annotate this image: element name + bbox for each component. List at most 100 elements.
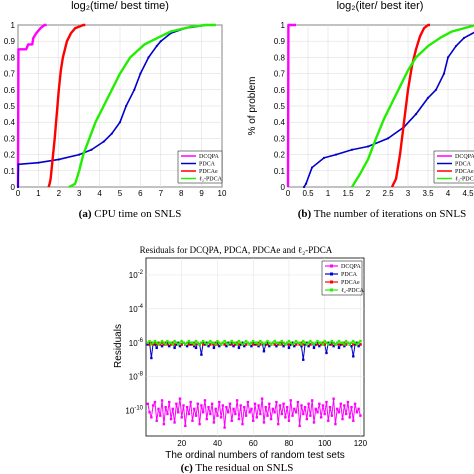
panel-c-point-DCQPA — [180, 416, 183, 419]
panel-c-point-l2PDCA — [298, 341, 301, 344]
panel-c-point-PDCAe — [257, 341, 260, 344]
panel-c-point-l2PDCA — [312, 343, 316, 346]
panel-b-ytick-label: 0.8 — [274, 53, 286, 62]
panel-c-point-PDCAe — [352, 343, 355, 346]
panel-a-ytick-label: 0.1 — [4, 167, 16, 176]
panel-c-point-PDCA — [307, 344, 310, 348]
panel-a-point-PDCA — [37, 161, 40, 164]
panel-c-point-l2PDCA — [352, 339, 355, 343]
panel-c-point-DCQPA — [289, 399, 292, 402]
panel-c-point-PDCAe — [323, 343, 326, 346]
panel-c-point-DCQPA — [293, 407, 296, 411]
panel-c-point-DCQPA — [182, 404, 185, 407]
panel-b-point-PDCA — [386, 137, 390, 140]
panel-c-point-DCQPA — [200, 404, 203, 407]
panel-a-xtick-label: 3 — [77, 189, 82, 198]
panel-c-point-l2PDCA — [219, 343, 223, 346]
panel-c-point-PDCA — [166, 341, 169, 344]
panel-c-point-DCQPA — [207, 405, 210, 409]
panel-c-point-DCQPA — [146, 402, 149, 405]
panel-b-point-PDCA — [302, 185, 306, 189]
panel-c-point-PDCA — [350, 344, 353, 348]
panel-a-ytick-label: 0.9 — [4, 37, 16, 46]
panel-c-point-PDCAe — [252, 343, 255, 346]
panel-c-point-DCQPA — [176, 411, 180, 414]
panel-c-point-PDCA — [207, 344, 210, 348]
panel-c-point-DCQPA — [253, 402, 257, 405]
panel-a-point-PDCA — [125, 104, 128, 108]
panel-b-point-PDCA — [462, 36, 466, 40]
panel-c-point-PDCA — [155, 346, 158, 350]
panel-c-point-DCQPA — [189, 400, 192, 404]
panel-c-point-DCQPA — [352, 419, 355, 422]
panel-c-point-l2PDCA — [235, 343, 239, 346]
panel-c-point-DCQPA — [191, 419, 194, 422]
panel-c-point-PDCA — [330, 341, 334, 344]
panel-c-point-DCQPA — [239, 404, 242, 407]
panel-c-legend-label-l2PDCA: ℓ₂-PDCA — [341, 288, 365, 294]
panel-c-point-PDCA — [218, 344, 221, 348]
panel-c-point-l2PDCA — [334, 343, 337, 346]
panel-b-ytick-label: 0.6 — [274, 86, 286, 95]
panel-c-point-PDCA — [262, 350, 266, 353]
panel-c-point-PDCAe — [294, 343, 298, 346]
panel-c-legend-label-DCQPA: DCQPA — [341, 264, 361, 270]
panel-c-caption-letter: (c) — [181, 462, 194, 474]
panel-c-point-DCQPA — [214, 407, 217, 411]
panel-a-point-PDCA — [78, 153, 81, 156]
panel-b-point-PDCA — [442, 72, 446, 75]
panel-b-ytick-label: 0.5 — [274, 102, 286, 111]
panel-a-top-label: log₂(time/ best time) — [71, 0, 169, 12]
panel-b-caption-text: The number of iterations on SNLS — [311, 208, 466, 220]
panel-c-point-l2PDCA — [209, 339, 212, 343]
panel-c-point-DCQPA — [178, 397, 182, 400]
panel-a-ytick-label: 0.7 — [4, 70, 16, 79]
panel-c-point-l2PDCA — [319, 341, 323, 344]
panel-c-caption-text: The residual on SNLS — [193, 462, 294, 474]
panel-a-point-PDCA — [57, 158, 60, 161]
panel-c-point-DCQPA — [150, 416, 153, 419]
panel-c-point-DCQPA — [187, 412, 191, 416]
panel-c-ytick-label: 10-6 — [129, 338, 144, 348]
panel-c-point-PDCA — [337, 346, 341, 350]
panel-c-point-DCQPA — [164, 405, 167, 409]
panel-c-point-DCQPA — [216, 414, 219, 417]
panel-c-point-DCQPA — [268, 402, 271, 405]
panel-c-point-l2PDCA — [332, 341, 335, 344]
panel-b-legend-label-DCQPA: DCQPA — [455, 154, 474, 160]
panel-c-point-PDCAe — [191, 343, 194, 346]
panel-c-point-PDCA — [173, 346, 176, 350]
panel-c-point-DCQPA — [303, 405, 307, 409]
panel-c-point-DCQPA — [159, 414, 162, 417]
panel-c-point-PDCAe — [316, 343, 319, 346]
panel-b-point-PDCA — [426, 96, 430, 99]
panel-c-point-PDCA — [339, 343, 342, 346]
panel-c-point-PDCAe — [173, 343, 176, 346]
panel-c-point-PDCA — [226, 341, 230, 344]
panel-a-caption-letter: (a) — [79, 208, 92, 220]
panel-a-xtick-label: 8 — [179, 189, 184, 198]
panel-c-point-DCQPA — [280, 412, 284, 416]
panel-c-point-PDCA — [314, 343, 317, 346]
panel-c-point-DCQPA — [201, 411, 205, 414]
panel-c-point-l2PDCA — [151, 341, 155, 344]
panel-c-point-l2PDCA — [191, 341, 194, 344]
panel-c-point-l2PDCA — [353, 341, 357, 344]
panel-c-point-PDCA — [205, 341, 208, 344]
panel-c-point-PDCA — [289, 343, 292, 346]
panel-c-point-l2PDCA — [282, 341, 285, 344]
panel-c-ylabel: Residuals — [113, 324, 124, 368]
panel-c-point-DCQPA — [285, 405, 289, 409]
panel-c-point-l2PDCA — [344, 339, 348, 343]
panel-c-point-DCQPA — [218, 400, 221, 404]
panel-c-point-DCQPA — [328, 405, 332, 409]
panel-c-point-DCQPA — [244, 414, 248, 417]
panel-c-point-DCQPA — [232, 407, 235, 411]
panel-c-point-PDCA — [187, 341, 191, 344]
panel-a-ytick-label: 0 — [11, 183, 16, 192]
panel-c-point-DCQPA — [348, 416, 351, 419]
panel-c-point-l2PDCA — [178, 341, 182, 344]
panel-c-point-l2PDCA — [207, 341, 210, 344]
panel-c-point-PDCAe — [277, 343, 280, 346]
panel-c-point-l2PDCA — [146, 341, 149, 344]
